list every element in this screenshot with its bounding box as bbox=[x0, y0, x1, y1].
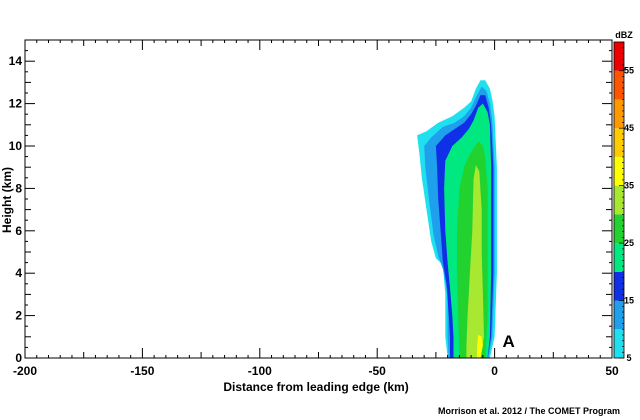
y-tick-label: 0 bbox=[15, 351, 22, 365]
y-tick-label: 10 bbox=[9, 139, 23, 153]
reflectivity-contours bbox=[417, 80, 497, 359]
colorbar-tick-label: 35 bbox=[624, 181, 634, 191]
colorbar-segment bbox=[614, 42, 624, 71]
credit-line: Morrison et al. 2012 / The COMET Program bbox=[438, 406, 620, 416]
point-a-annotation: A bbox=[503, 332, 515, 351]
y-tick-label: 8 bbox=[15, 181, 22, 195]
colorbar-title: dBZ bbox=[615, 30, 633, 40]
y-axis-ticks: 0 2 4 6 8 10 12 14 bbox=[9, 39, 612, 365]
colorbar-segment bbox=[614, 300, 624, 330]
colorbar-segment bbox=[614, 243, 624, 272]
contour-30-dbz bbox=[466, 165, 484, 358]
y-tick-label: 6 bbox=[15, 224, 22, 238]
contour-35-dbz bbox=[477, 334, 483, 358]
x-axis-title: Distance from leading edge (km) bbox=[223, 380, 408, 394]
colorbar-segment bbox=[614, 329, 624, 358]
colorbar-segment bbox=[614, 185, 624, 215]
x-tick-label: -200 bbox=[13, 364, 37, 378]
x-tick-label: -100 bbox=[248, 364, 272, 378]
colorbar-tick-label: 55 bbox=[624, 66, 634, 76]
colorbar-segment bbox=[614, 156, 624, 186]
colorbar-segment bbox=[614, 214, 624, 244]
colorbar-tick-label: 5 bbox=[626, 353, 631, 363]
colorbar-tick-label: 25 bbox=[624, 238, 634, 248]
colorbar-segment bbox=[614, 271, 624, 301]
y-tick-label: 12 bbox=[9, 97, 23, 111]
colorbar-segment bbox=[614, 99, 624, 129]
x-tick-label: 50 bbox=[605, 364, 619, 378]
y-axis-title: Height (km) bbox=[0, 167, 14, 233]
x-tick-label: -150 bbox=[130, 364, 154, 378]
colorbar: 5 15 25 35 45 55 bbox=[613, 41, 634, 363]
x-tick-label: 0 bbox=[491, 364, 498, 378]
x-axis-ticks: -200 -150 -100 -50 0 50 bbox=[13, 40, 619, 378]
y-tick-label: 2 bbox=[15, 309, 22, 323]
colorbar-segment bbox=[614, 70, 624, 100]
x-tick-label: -50 bbox=[369, 364, 387, 378]
colorbar-segment bbox=[614, 128, 624, 157]
colorbar-tick-label: 15 bbox=[624, 296, 634, 306]
y-tick-label: 14 bbox=[9, 54, 23, 68]
y-tick-label: 4 bbox=[15, 266, 22, 280]
colorbar-tick-label: 45 bbox=[624, 123, 634, 133]
